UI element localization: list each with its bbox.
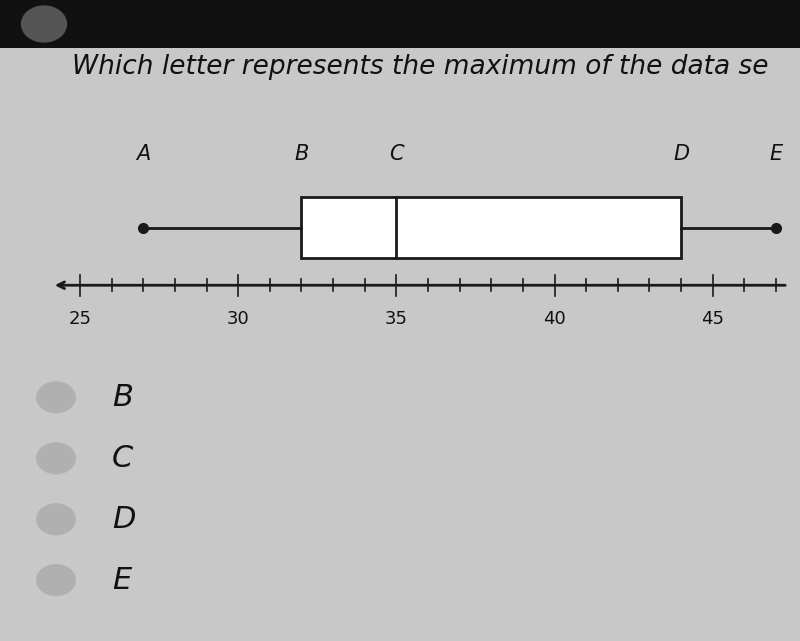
Circle shape	[37, 504, 75, 535]
Text: 30: 30	[227, 310, 250, 328]
Text: B: B	[294, 144, 309, 164]
Text: E: E	[112, 565, 131, 595]
Text: 25: 25	[69, 310, 91, 328]
Text: D: D	[112, 504, 135, 534]
Bar	[0, 0, 800, 48]
Text: 35: 35	[385, 310, 408, 328]
Text: D: D	[673, 144, 689, 164]
Circle shape	[37, 565, 75, 595]
Text: A: A	[136, 144, 150, 164]
Text: Which letter represents the maximum of the data se: Which letter represents the maximum of t…	[72, 54, 769, 81]
Text: C: C	[112, 444, 134, 473]
Circle shape	[37, 382, 75, 413]
Text: B: B	[112, 383, 133, 412]
Text: C: C	[389, 144, 404, 164]
Bar	[302, 197, 681, 258]
Circle shape	[37, 443, 75, 474]
Text: E: E	[770, 144, 782, 164]
Circle shape	[22, 6, 66, 42]
Text: 40: 40	[543, 310, 566, 328]
Text: 45: 45	[702, 310, 724, 328]
